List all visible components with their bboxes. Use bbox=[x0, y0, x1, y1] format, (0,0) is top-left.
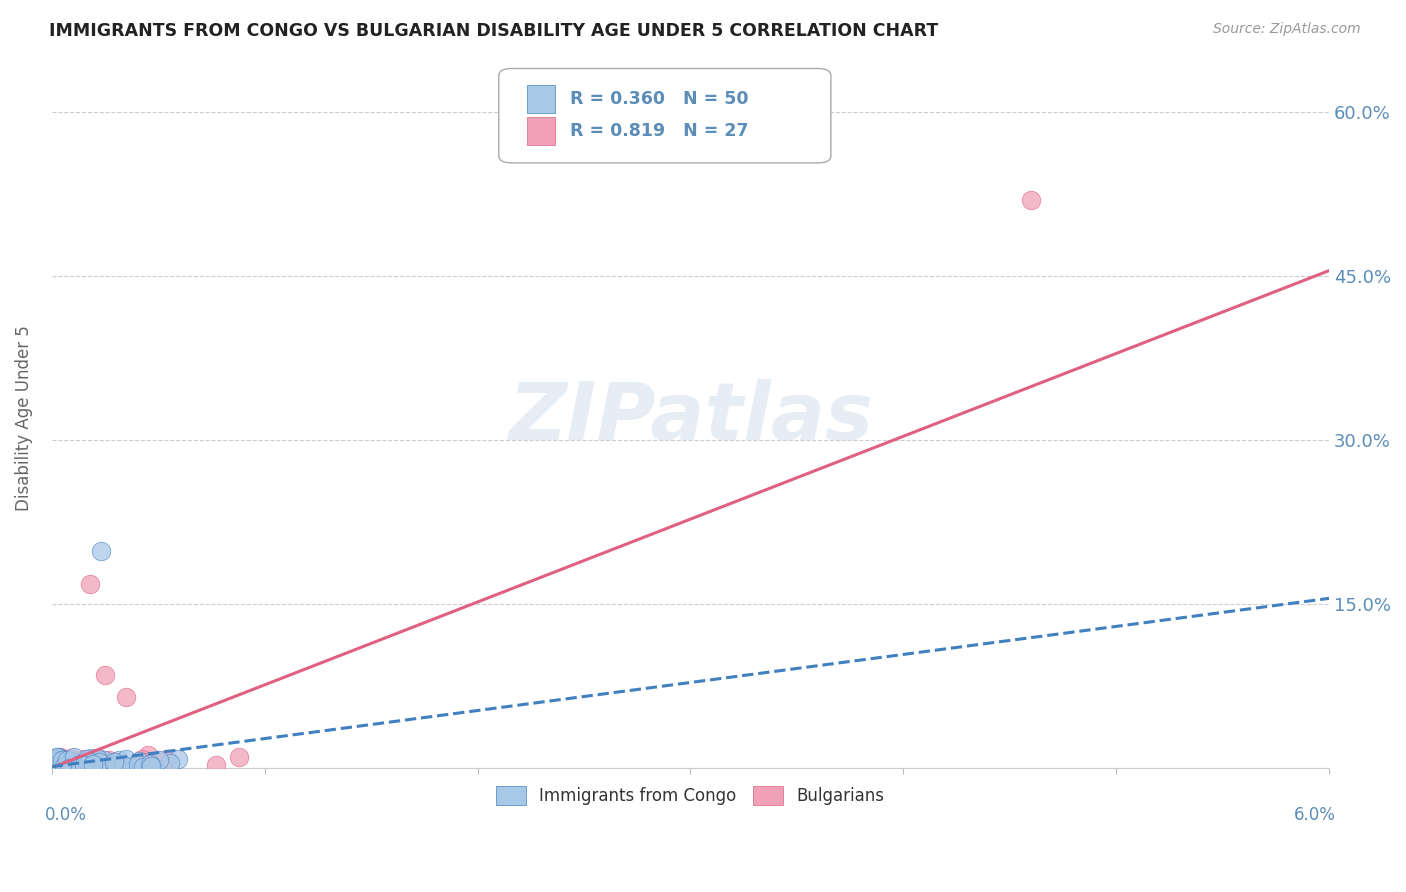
Point bbox=[49, 750, 72, 764]
Point bbox=[87, 755, 110, 769]
Text: R = 0.819   N = 27: R = 0.819 N = 27 bbox=[571, 122, 749, 140]
Point bbox=[76, 759, 98, 773]
Point bbox=[108, 758, 131, 772]
Point bbox=[58, 760, 80, 774]
Point bbox=[128, 754, 150, 768]
Point bbox=[135, 756, 157, 771]
Point bbox=[56, 753, 79, 767]
Point bbox=[69, 757, 91, 772]
Point bbox=[51, 753, 73, 767]
Point bbox=[115, 690, 138, 704]
Point bbox=[46, 750, 69, 764]
Point bbox=[48, 752, 70, 766]
Point bbox=[131, 752, 153, 766]
Point bbox=[44, 751, 66, 765]
Point bbox=[69, 757, 91, 772]
Point bbox=[48, 756, 70, 771]
Point bbox=[159, 756, 181, 770]
Point bbox=[104, 758, 127, 772]
Point bbox=[77, 756, 100, 770]
Point bbox=[46, 755, 69, 769]
Text: IMMIGRANTS FROM CONGO VS BULGARIAN DISABILITY AGE UNDER 5 CORRELATION CHART: IMMIGRANTS FROM CONGO VS BULGARIAN DISAB… bbox=[49, 22, 938, 40]
Point bbox=[228, 749, 250, 764]
Point bbox=[167, 752, 190, 766]
Point bbox=[49, 750, 72, 764]
Point bbox=[56, 753, 79, 767]
Point bbox=[148, 753, 170, 767]
Point bbox=[48, 749, 70, 764]
Point bbox=[114, 752, 136, 766]
Point bbox=[86, 751, 108, 765]
Text: Source: ZipAtlas.com: Source: ZipAtlas.com bbox=[1213, 22, 1361, 37]
Text: 0.0%: 0.0% bbox=[45, 806, 87, 824]
Point bbox=[103, 755, 125, 769]
Point bbox=[51, 753, 73, 767]
Point bbox=[53, 759, 76, 773]
Point bbox=[72, 758, 94, 772]
Point bbox=[79, 577, 101, 591]
Point bbox=[111, 758, 134, 772]
Text: R = 0.360   N = 50: R = 0.360 N = 50 bbox=[571, 89, 749, 108]
Point bbox=[136, 747, 159, 762]
Point bbox=[89, 753, 111, 767]
Point bbox=[90, 544, 112, 558]
Point bbox=[82, 756, 104, 771]
Point bbox=[76, 752, 98, 766]
FancyBboxPatch shape bbox=[499, 69, 831, 163]
Point bbox=[46, 750, 69, 764]
Point bbox=[49, 760, 72, 774]
Point bbox=[138, 757, 160, 772]
Y-axis label: Disability Age Under 5: Disability Age Under 5 bbox=[15, 326, 32, 511]
Legend: Immigrants from Congo, Bulgarians: Immigrants from Congo, Bulgarians bbox=[489, 780, 891, 812]
Point bbox=[48, 757, 70, 772]
FancyBboxPatch shape bbox=[527, 85, 555, 112]
Point bbox=[132, 759, 155, 773]
Text: 6.0%: 6.0% bbox=[1294, 806, 1336, 824]
Point bbox=[49, 754, 72, 768]
Point bbox=[156, 752, 179, 766]
Point bbox=[141, 759, 163, 773]
Point bbox=[93, 753, 115, 767]
Point bbox=[79, 755, 101, 769]
Point bbox=[80, 751, 103, 765]
Point bbox=[62, 757, 84, 772]
Point bbox=[98, 753, 121, 767]
Point bbox=[1019, 193, 1042, 207]
Point bbox=[83, 760, 105, 774]
Point bbox=[86, 750, 108, 764]
Point bbox=[41, 756, 63, 770]
Point bbox=[73, 758, 96, 772]
Point bbox=[60, 751, 83, 765]
Point bbox=[63, 750, 86, 764]
Point bbox=[204, 758, 226, 772]
Point bbox=[46, 750, 69, 764]
Point bbox=[55, 756, 77, 770]
Point bbox=[94, 668, 117, 682]
Point bbox=[142, 759, 165, 773]
Point bbox=[69, 760, 91, 774]
Point bbox=[49, 756, 72, 771]
Point bbox=[136, 756, 159, 770]
Point bbox=[53, 757, 76, 772]
Text: ZIPatlas: ZIPatlas bbox=[508, 379, 873, 457]
Point bbox=[59, 754, 82, 768]
Point bbox=[87, 753, 110, 767]
Point bbox=[45, 754, 67, 768]
Point bbox=[83, 756, 105, 770]
Point bbox=[41, 751, 63, 765]
Point bbox=[108, 753, 131, 767]
FancyBboxPatch shape bbox=[527, 118, 555, 145]
Point bbox=[127, 756, 149, 771]
Point bbox=[104, 756, 127, 770]
Point bbox=[72, 752, 94, 766]
Point bbox=[41, 758, 63, 772]
